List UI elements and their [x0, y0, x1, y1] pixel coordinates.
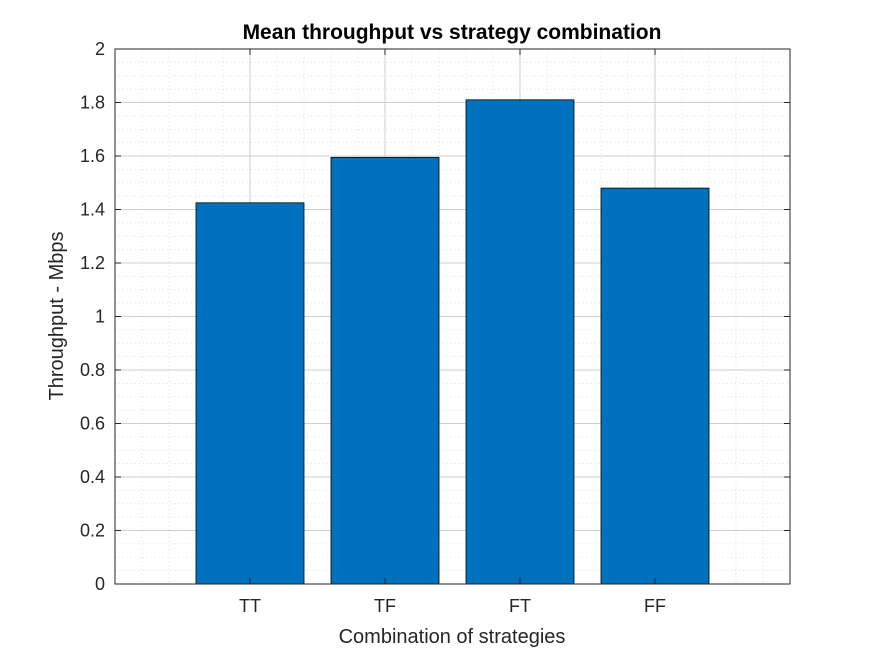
y-tick-label: 1.4	[80, 200, 105, 220]
y-tick-label: 1.2	[80, 253, 105, 273]
y-tick-label: 2	[95, 39, 105, 59]
x-tick-label-tf: TF	[374, 596, 396, 616]
x-axis-ticks: TT TF FT FF	[239, 49, 666, 616]
x-tick-label-ft: FT	[509, 596, 531, 616]
bar-ff	[600, 187, 710, 585]
y-tick-label: 1	[95, 307, 105, 327]
bars	[195, 99, 710, 585]
x-tick-label-ff: FF	[644, 596, 666, 616]
bar-tt	[195, 202, 305, 585]
y-tick-label: 1.8	[80, 93, 105, 113]
y-tick-label: 0.6	[80, 414, 105, 434]
y-axis-label: Throughput - Mbps	[46, 232, 68, 401]
y-tick-label: 0.8	[80, 360, 105, 380]
y-tick-label: 0	[95, 574, 105, 594]
chart-title: Mean throughput vs strategy combination	[243, 21, 662, 44]
x-axis-label: Combination of strategies	[339, 626, 566, 648]
bar-tf	[330, 156, 440, 585]
y-tick-label: 1.6	[80, 146, 105, 166]
y-axis-ticks: 0 0.2 0.4 0.6 0.8 1 1.2 1.4 1.6 1.8 2	[80, 39, 790, 594]
x-tick-label-tt: TT	[239, 596, 261, 616]
y-tick-label: 0.2	[80, 521, 105, 541]
y-tick-label: 0.4	[80, 467, 105, 487]
bar-ft	[465, 99, 575, 585]
